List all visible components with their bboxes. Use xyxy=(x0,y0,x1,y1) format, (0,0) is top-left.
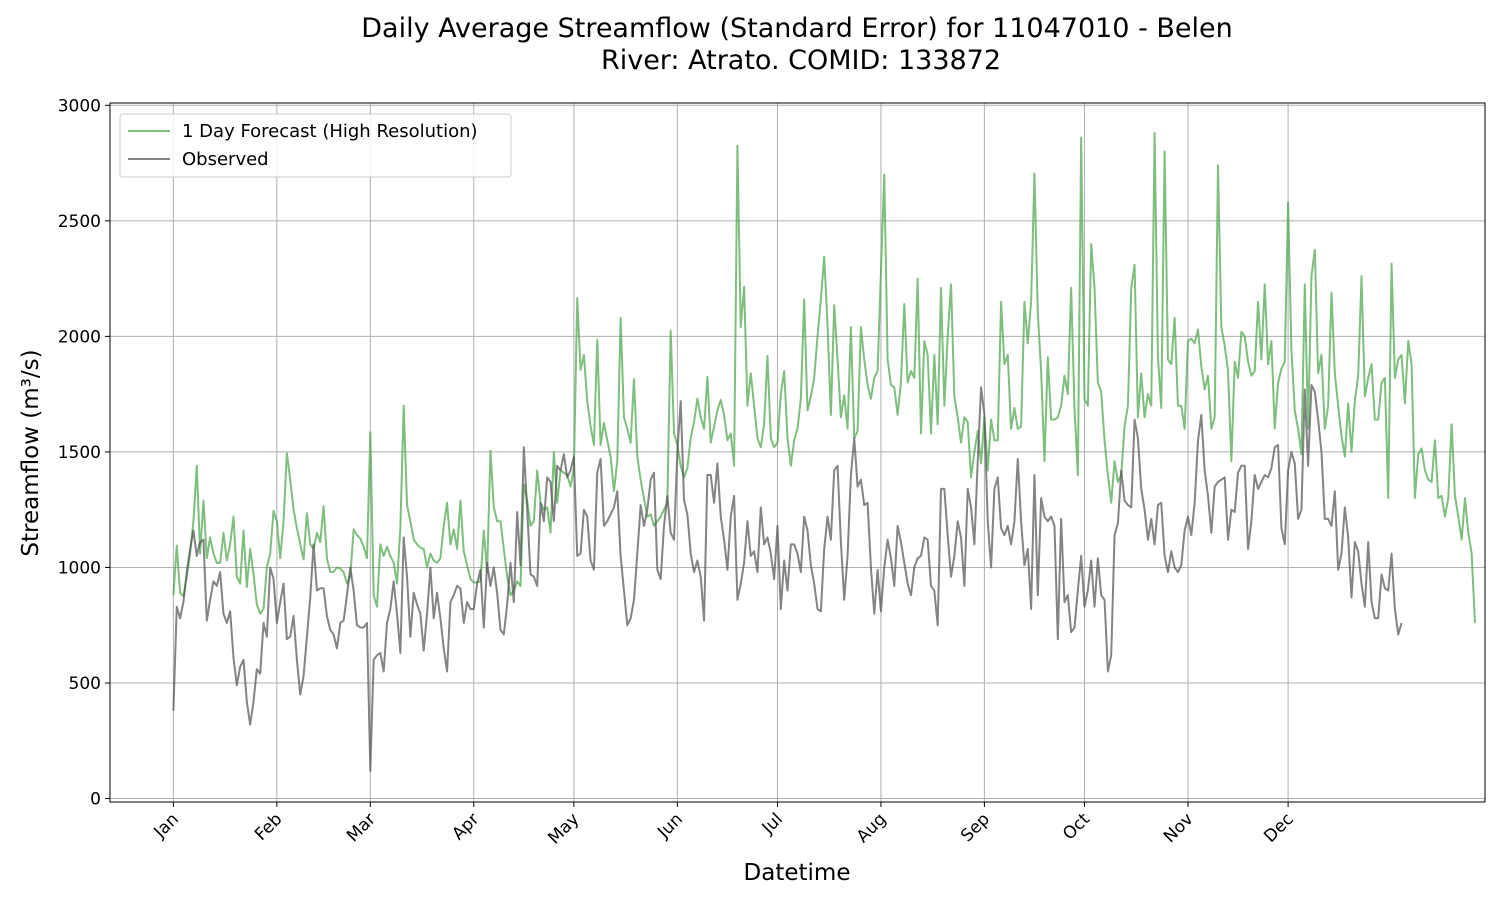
series-line-1 xyxy=(172,383,1403,772)
series-line-0 xyxy=(172,132,1476,623)
legend-label-0: 1 Day Forecast (High Resolution) xyxy=(182,121,478,142)
y-tick-label: 0 xyxy=(90,790,101,810)
x-axis-label: Datetime xyxy=(744,860,851,886)
y-tick-label: 500 xyxy=(69,674,101,694)
y-tick-label: 3000 xyxy=(58,96,101,116)
chart-title-line1: Daily Average Streamflow (Standard Error… xyxy=(361,13,1233,44)
series-layer xyxy=(172,132,1476,772)
y-tick-label: 2000 xyxy=(58,327,101,347)
legend-box xyxy=(119,113,512,178)
chart-title-line2: River: Atrato. COMID: 133872 xyxy=(601,45,1001,76)
y-tick-label: 2500 xyxy=(58,212,101,232)
y-tick-label: 1000 xyxy=(58,558,101,578)
legend: 1 Day Forecast (High Resolution) Observed xyxy=(119,113,512,178)
legend-label-1: Observed xyxy=(182,149,269,170)
y-axis-label: Streamflow (m³/s) xyxy=(18,349,44,556)
y-axis-ticks: 0 500 1000 1500 2000 2500 3000 xyxy=(58,96,110,810)
plot-frame xyxy=(109,102,1486,803)
y-tick-label: 1500 xyxy=(58,443,101,463)
